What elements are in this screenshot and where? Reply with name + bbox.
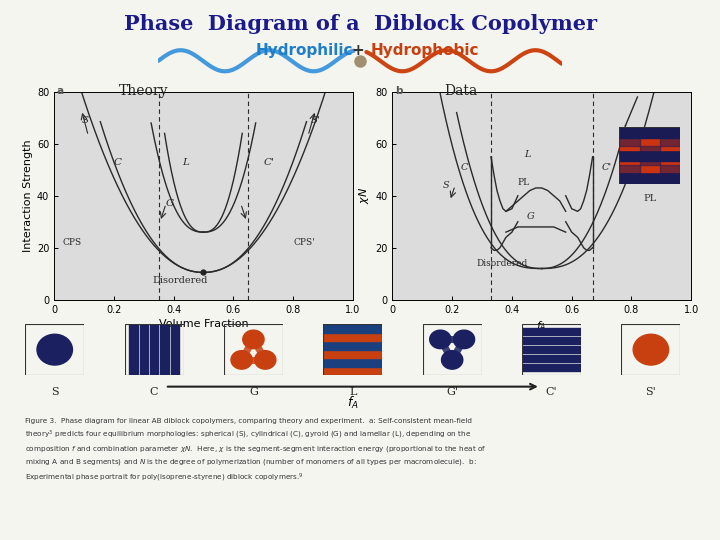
Text: L: L (349, 387, 356, 397)
Text: S: S (81, 116, 89, 125)
Bar (619, 127, 680, 138)
Bar (323, 324, 382, 333)
Bar (323, 367, 382, 375)
Text: CPS: CPS (63, 238, 82, 247)
Text: G: G (166, 199, 174, 208)
Bar (522, 337, 581, 345)
Text: b: b (395, 86, 403, 97)
Text: S: S (51, 387, 58, 397)
Bar (140, 324, 148, 375)
Bar (323, 358, 382, 367)
Text: C: C (150, 387, 158, 397)
Text: S': S' (310, 116, 320, 125)
Text: L: L (182, 158, 189, 166)
Text: +: + (351, 43, 364, 58)
Bar (522, 328, 581, 335)
Circle shape (633, 334, 669, 365)
Text: Theory: Theory (120, 84, 168, 98)
Text: $f_A$: $f_A$ (347, 395, 359, 411)
Text: C': C' (546, 387, 557, 397)
Bar (619, 172, 680, 184)
Bar (619, 127, 639, 146)
Text: S': S' (646, 387, 656, 397)
Text: CPS': CPS' (293, 238, 315, 247)
Text: Figure 3.  Phase diagram for linear AB diblock copolymers, comparing theory and : Figure 3. Phase diagram for linear AB di… (25, 418, 487, 484)
Text: L: L (524, 150, 531, 159)
Bar (660, 165, 680, 184)
Text: G: G (249, 387, 258, 397)
Text: PL: PL (643, 194, 657, 203)
Text: G: G (527, 212, 535, 221)
Bar (130, 324, 138, 375)
Bar (323, 350, 382, 358)
Bar (171, 324, 179, 375)
X-axis label: $f_A$: $f_A$ (536, 319, 547, 333)
Text: S: S (444, 181, 450, 190)
Bar (660, 127, 680, 146)
Bar (619, 138, 680, 150)
Bar (522, 355, 581, 362)
Text: C: C (461, 163, 469, 172)
Circle shape (37, 334, 73, 365)
X-axis label: Volume Fraction: Volume Fraction (158, 319, 248, 329)
Polygon shape (430, 330, 451, 349)
Bar (619, 150, 680, 161)
Bar (522, 364, 581, 371)
Bar (150, 324, 158, 375)
Text: Data: Data (444, 84, 477, 98)
Polygon shape (255, 350, 276, 369)
Y-axis label: $\chi N$: $\chi N$ (357, 187, 371, 204)
Text: Disordered: Disordered (476, 259, 527, 268)
Text: PL: PL (518, 178, 530, 187)
Bar (522, 346, 581, 353)
Text: Phase  Diagram of a  Diblock Copolymer: Phase Diagram of a Diblock Copolymer (124, 14, 596, 33)
Polygon shape (231, 350, 252, 369)
Bar (161, 324, 168, 375)
Polygon shape (441, 350, 463, 369)
Text: Hydrophobic: Hydrophobic (371, 43, 480, 58)
Bar (639, 146, 660, 165)
Text: C': C' (601, 163, 612, 172)
Text: C: C (114, 158, 122, 166)
Y-axis label: Interaction Strength: Interaction Strength (22, 139, 32, 252)
Polygon shape (243, 330, 264, 349)
Bar (323, 341, 382, 350)
Text: G': G' (446, 387, 458, 397)
Bar (619, 161, 680, 172)
Bar (323, 333, 382, 341)
Text: a: a (57, 86, 64, 97)
Text: C': C' (264, 158, 274, 166)
Text: Hydrophilic: Hydrophilic (256, 43, 353, 58)
Bar (619, 165, 639, 184)
Polygon shape (454, 330, 474, 349)
Text: Disordered: Disordered (153, 276, 208, 285)
